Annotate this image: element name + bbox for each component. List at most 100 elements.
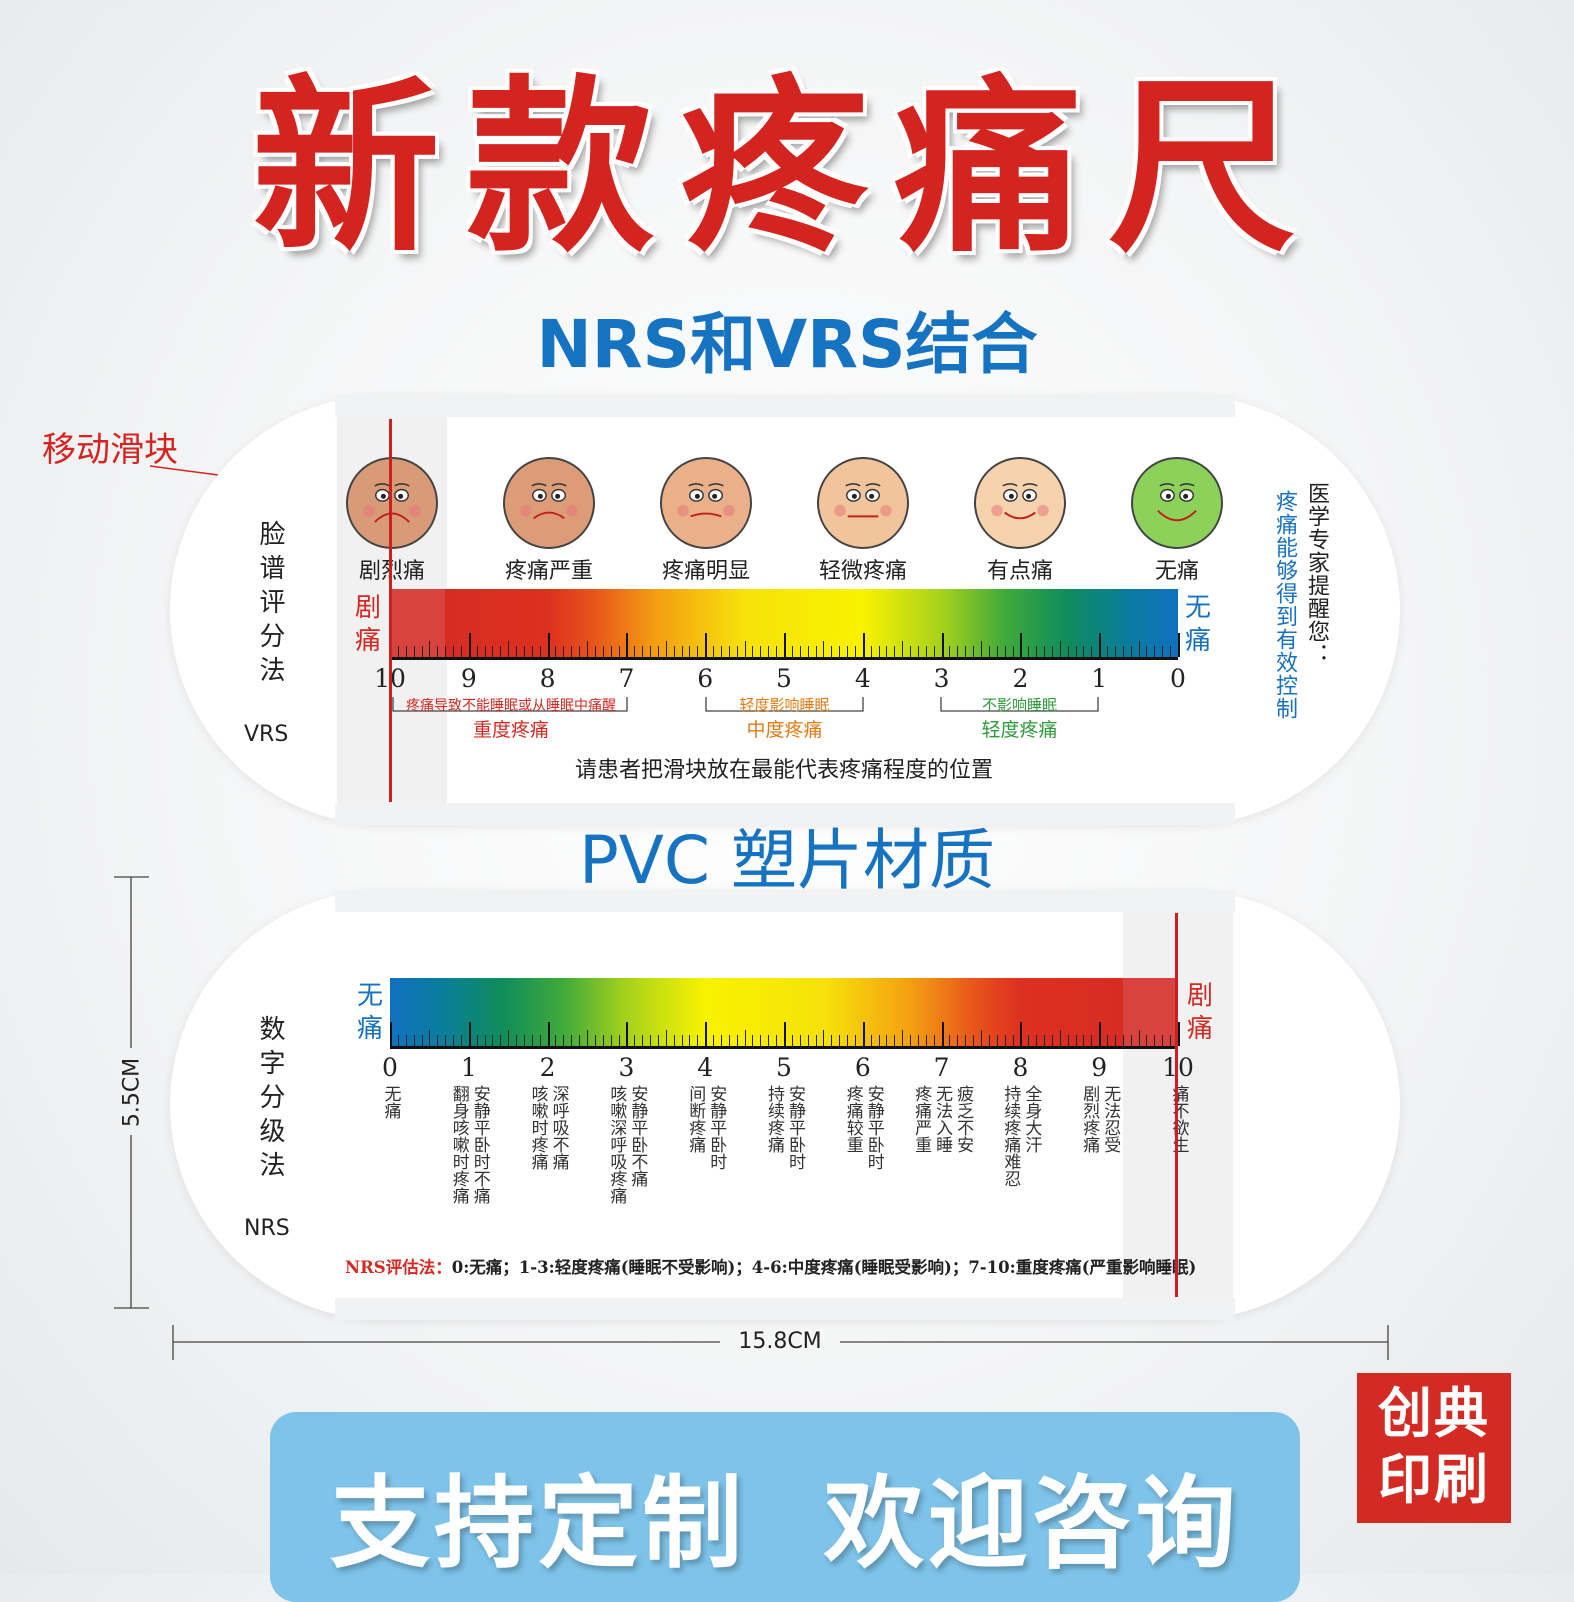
major-tick — [941, 1022, 944, 1046]
face-label-2: 疼痛明显 — [661, 559, 751, 584]
minor-tick — [421, 1035, 423, 1046]
vrs-method-abbr: VRS — [244, 722, 289, 747]
vrs-right-end-text: 无痛 — [1185, 593, 1212, 656]
major-tick — [468, 1022, 471, 1046]
face-label-3: 轻微疼痛 — [818, 559, 908, 584]
minor-tick — [713, 1035, 715, 1046]
scale-number: 4 — [854, 664, 871, 693]
vrs-method-label: 脸谱评分法 — [255, 520, 285, 690]
card-bottom-notch — [335, 803, 1235, 825]
scale-number: 9 — [1091, 1053, 1108, 1082]
minor-tick — [1044, 1035, 1046, 1046]
nrs-left-end-text: 无痛 — [357, 981, 384, 1044]
scale-number: 1 — [460, 1053, 477, 1082]
minor-tick — [815, 646, 817, 657]
minor-tick — [878, 646, 880, 657]
minor-tick — [697, 646, 699, 657]
scale-number: 5 — [776, 664, 792, 693]
minor-tick — [1107, 1035, 1109, 1046]
nrs-desc-9-1: 剧烈疼痛 — [1079, 1085, 1100, 1153]
minor-tick — [1122, 1035, 1124, 1046]
nrs-right-end-label: 剧痛 — [1187, 980, 1217, 1046]
scale-number: 8 — [1012, 1053, 1029, 1082]
scale-number: 6 — [697, 664, 714, 693]
minor-tick — [1036, 1035, 1038, 1046]
nrs-desc-1-1: 翻身咳嗽时疼痛 — [448, 1085, 469, 1204]
minor-tick — [854, 1035, 856, 1046]
nrs-slider-line[interactable] — [1175, 913, 1178, 1297]
minor-tick — [579, 646, 581, 657]
major-tick — [626, 1022, 629, 1046]
major-tick — [626, 633, 629, 657]
vrs-slider-window — [390, 589, 445, 659]
minor-tick — [847, 1035, 849, 1046]
minor-tick — [1146, 1035, 1148, 1046]
minor-tick — [839, 646, 841, 657]
minor-tick — [791, 646, 793, 657]
nrs-slider-window — [1123, 978, 1178, 1048]
band-severe-note: 疼痛导致不能睡眠或从睡眠中痛醒 — [406, 698, 616, 714]
minor-tick — [476, 1035, 478, 1046]
major-tick — [941, 633, 944, 657]
minor-tick — [973, 1035, 975, 1046]
nrs-desc-5-1: 持续疼痛 — [764, 1085, 784, 1153]
minor-tick — [910, 1035, 912, 1046]
band-severe-label: 重度疼痛 — [472, 719, 549, 741]
nrs-slider[interactable] — [1123, 912, 1233, 1298]
minor-tick — [642, 1035, 644, 1046]
minor-tick — [886, 646, 888, 657]
scale-number: 0 — [1170, 664, 1186, 693]
minor-tick — [484, 646, 486, 657]
promo-banner: 支持定制 欢迎咨询 — [270, 1412, 1300, 1602]
minor-tick — [1083, 646, 1085, 657]
minor-tick — [996, 1035, 998, 1046]
minor-tick — [894, 1035, 896, 1046]
scale-number: 1 — [1091, 664, 1108, 693]
minor-tick — [1114, 646, 1116, 657]
minor-tick — [634, 646, 636, 657]
minor-tick — [728, 1035, 730, 1046]
face-2-icon — [660, 457, 752, 549]
minor-tick — [1130, 1035, 1132, 1046]
minor-tick — [1067, 646, 1069, 657]
minor-tick — [925, 646, 927, 657]
dimension-height: 5.5CM — [119, 1057, 145, 1128]
nrs-desc-6-1: 疼痛较重 — [842, 1085, 863, 1153]
minor-tick — [1138, 641, 1140, 657]
minor-tick — [405, 646, 407, 657]
minor-tick — [657, 1035, 659, 1046]
minor-tick — [949, 1035, 951, 1046]
minor-tick — [665, 1030, 667, 1046]
logo-line-2: 印刷 — [1378, 1448, 1490, 1511]
minor-tick — [949, 646, 951, 657]
major-tick — [1178, 1022, 1180, 1046]
minor-tick — [610, 646, 612, 657]
minor-tick — [736, 646, 738, 657]
minor-tick — [689, 646, 691, 657]
minor-tick — [484, 1035, 486, 1046]
minor-tick — [973, 646, 975, 657]
nrs-right-end-text: 剧痛 — [1187, 981, 1214, 1044]
nrs-left-end-label: 无痛 — [357, 980, 387, 1046]
minor-tick — [460, 646, 462, 657]
minor-tick — [1067, 1035, 1069, 1046]
major-tick — [862, 1022, 865, 1046]
minor-tick — [650, 646, 652, 657]
vrs-slider-line[interactable] — [389, 419, 392, 802]
minor-tick — [563, 1035, 565, 1046]
face-5-icon — [1131, 457, 1223, 549]
minor-tick — [807, 1035, 809, 1046]
minor-tick — [1059, 1030, 1061, 1046]
minor-tick — [500, 646, 502, 657]
minor-tick — [957, 646, 959, 657]
minor-tick — [421, 646, 423, 657]
face-label-1: 疼痛严重 — [504, 559, 594, 584]
minor-tick — [500, 1035, 502, 1046]
minor-tick — [981, 1030, 982, 1046]
scale-number: 3 — [933, 664, 950, 693]
minor-tick — [760, 1035, 762, 1046]
scale-number: 0 — [382, 1053, 398, 1082]
minor-tick — [1012, 1035, 1014, 1046]
nrs-method-label: 数字分级法 — [255, 1015, 285, 1185]
